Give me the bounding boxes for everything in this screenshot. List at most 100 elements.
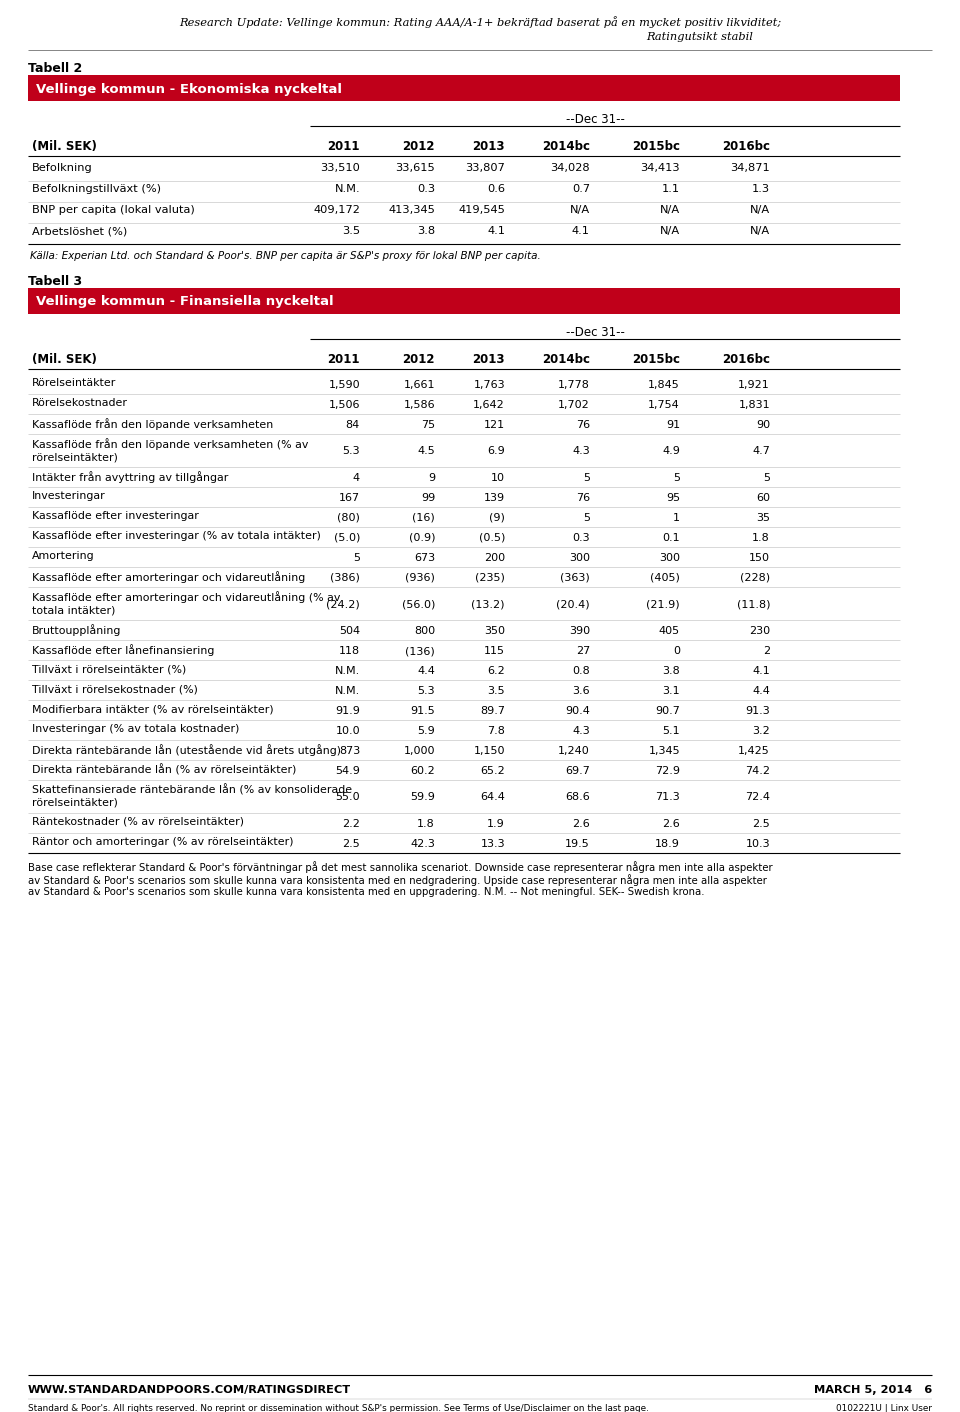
Text: 1.8: 1.8 [418,819,435,829]
Text: 5: 5 [763,473,770,483]
Text: 5.3: 5.3 [343,446,360,456]
Text: (13.2): (13.2) [471,600,505,610]
Text: 2016bc: 2016bc [722,353,770,366]
Text: N/A: N/A [660,205,680,215]
Text: N/A: N/A [750,226,770,236]
Text: 35: 35 [756,513,770,522]
Text: Kassaflöde efter amorteringar och vidareutlåning (% av
totala intäkter): Kassaflöde efter amorteringar och vidare… [32,592,341,616]
Text: 504: 504 [339,626,360,635]
Text: 10.0: 10.0 [335,726,360,736]
Text: 2.6: 2.6 [572,819,590,829]
Text: 4.4: 4.4 [418,666,435,676]
Text: 800: 800 [414,626,435,635]
Text: 33,615: 33,615 [396,162,435,174]
Text: N/A: N/A [750,205,770,215]
Text: 71.3: 71.3 [656,792,680,802]
Text: Tillväxt i rörelsekostnader (%): Tillväxt i rörelsekostnader (%) [32,683,198,695]
Text: Kassaflöde efter amorteringar och vidareutlåning: Kassaflöde efter amorteringar och vidare… [32,570,305,583]
Text: 64.4: 64.4 [480,792,505,802]
Text: 2015bc: 2015bc [632,140,680,152]
Text: 1,642: 1,642 [473,400,505,409]
Text: 33,510: 33,510 [320,162,360,174]
Text: Tabell 2: Tabell 2 [28,62,83,75]
Text: 2011: 2011 [327,353,360,366]
Text: 69.7: 69.7 [565,765,590,777]
Text: 3.5: 3.5 [342,226,360,236]
Text: 300: 300 [659,554,680,563]
Text: av Standard & Poor's scenarios som skulle kunna vara konsistenta med en nedgrade: av Standard & Poor's scenarios som skull… [28,874,767,885]
Text: 3.2: 3.2 [753,726,770,736]
Text: Kassaflöde efter investeringar: Kassaflöde efter investeringar [32,511,199,521]
Text: 4.1: 4.1 [753,666,770,676]
Text: 0.3: 0.3 [572,532,590,544]
Text: 91.3: 91.3 [745,706,770,716]
Text: 115: 115 [484,647,505,657]
Text: 0.7: 0.7 [572,184,590,193]
Text: 0.3: 0.3 [417,184,435,193]
Text: Standard & Poor's. All rights reserved. No reprint or dissemination without S&P': Standard & Poor's. All rights reserved. … [28,1404,649,1412]
Text: (20.4): (20.4) [557,600,590,610]
Bar [28,75,900,102]
Text: 60: 60 [756,493,770,503]
Text: Räntekostnader (% av rörelseintäkter): Räntekostnader (% av rörelseintäkter) [32,818,244,827]
Text: 59.9: 59.9 [410,792,435,802]
Text: 1,661: 1,661 [403,380,435,390]
Text: Befolkningstillväxt (%): Befolkningstillväxt (%) [32,184,161,193]
Text: 91.9: 91.9 [335,706,360,716]
Text: N.M.: N.M. [335,686,360,696]
Text: 1,921: 1,921 [738,380,770,390]
Text: Vellinge kommun - Ekonomiska nyckeltal: Vellinge kommun - Ekonomiska nyckeltal [36,82,342,96]
Text: (5.0): (5.0) [334,532,360,544]
Text: 1,586: 1,586 [403,400,435,409]
Text: (56.0): (56.0) [401,600,435,610]
Text: 0.8: 0.8 [572,666,590,676]
Text: Tabell 3: Tabell 3 [28,275,83,288]
Text: (936): (936) [405,573,435,583]
Text: 0.6: 0.6 [487,184,505,193]
Text: 1,425: 1,425 [738,746,770,755]
Text: 4.3: 4.3 [572,446,590,456]
Text: 10: 10 [491,473,505,483]
Text: 118: 118 [339,647,360,657]
Text: 0: 0 [673,647,680,657]
Text: 18.9: 18.9 [655,839,680,849]
Text: Research Update: Vellinge kommun: Rating AAA/A-1+ bekräftad baserat på en mycket: Research Update: Vellinge kommun: Rating… [179,16,781,28]
Text: 1: 1 [673,513,680,522]
Text: 4.5: 4.5 [418,446,435,456]
Text: 4.3: 4.3 [572,726,590,736]
Text: (0.9): (0.9) [409,532,435,544]
Text: 74.2: 74.2 [745,765,770,777]
Text: 5: 5 [583,513,590,522]
Text: Investeringar: Investeringar [32,491,106,501]
Text: 4: 4 [353,473,360,483]
Text: 19.5: 19.5 [565,839,590,849]
Text: Ratingutsikt stabil: Ratingutsikt stabil [647,32,754,42]
Text: N/A: N/A [570,205,590,215]
Text: 95: 95 [666,493,680,503]
Text: 90.4: 90.4 [565,706,590,716]
Text: 390: 390 [569,626,590,635]
Text: (24.2): (24.2) [326,600,360,610]
Text: 76: 76 [576,419,590,431]
Text: 300: 300 [569,554,590,563]
Text: (21.9): (21.9) [646,600,680,610]
Text: 2.5: 2.5 [343,839,360,849]
Text: 1,150: 1,150 [473,746,505,755]
Text: WWW.STANDARDANDPOORS.COM/RATINGSDIRECT: WWW.STANDARDANDPOORS.COM/RATINGSDIRECT [28,1385,351,1395]
Text: 419,545: 419,545 [458,205,505,215]
Text: Direkta räntebärande lån (utestående vid årets utgång): Direkta räntebärande lån (utestående vid… [32,744,341,755]
Text: MARCH 5, 2014   6: MARCH 5, 2014 6 [814,1385,932,1395]
Bar [28,288,900,313]
Text: 873: 873 [339,746,360,755]
Text: N.M.: N.M. [335,666,360,676]
Text: (9): (9) [490,513,505,522]
Text: 72.4: 72.4 [745,792,770,802]
Text: 7.8: 7.8 [487,726,505,736]
Text: (136): (136) [405,647,435,657]
Text: N/A: N/A [660,226,680,236]
Text: 413,345: 413,345 [388,205,435,215]
Text: Vellinge kommun - Finansiella nyckeltal: Vellinge kommun - Finansiella nyckeltal [36,295,334,308]
Text: Rörelseintäkter: Rörelseintäkter [32,378,116,388]
Text: 200: 200 [484,554,505,563]
Text: 27: 27 [576,647,590,657]
